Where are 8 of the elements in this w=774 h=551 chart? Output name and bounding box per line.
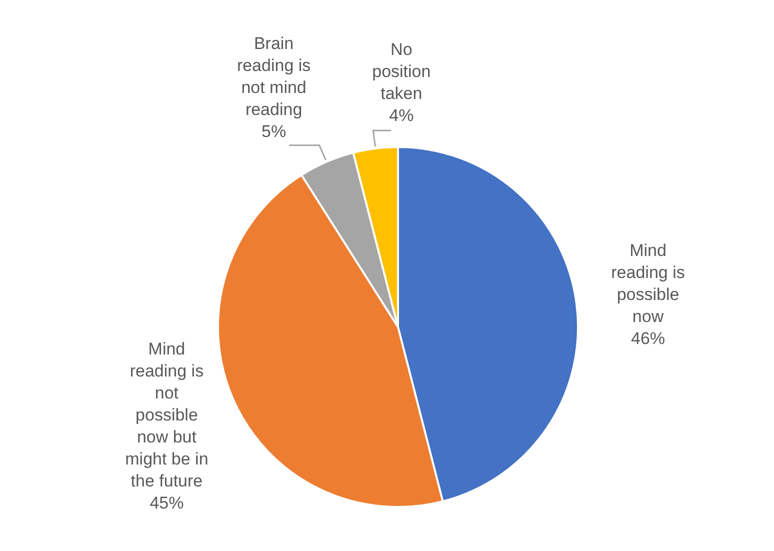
- data-label: 46%: [630, 328, 666, 348]
- slice-label: Brain reading is not mind reading: [236, 34, 311, 119]
- slice-label: No position taken: [372, 40, 431, 104]
- slice-label: Mind reading is not possible now but might be in the future: [125, 340, 208, 491]
- slice-label: Mind reading is possible now: [611, 240, 685, 326]
- data-label: 5%: [262, 122, 286, 141]
- data-label: 45%: [150, 494, 184, 513]
- data-label: 4%: [389, 106, 414, 126]
